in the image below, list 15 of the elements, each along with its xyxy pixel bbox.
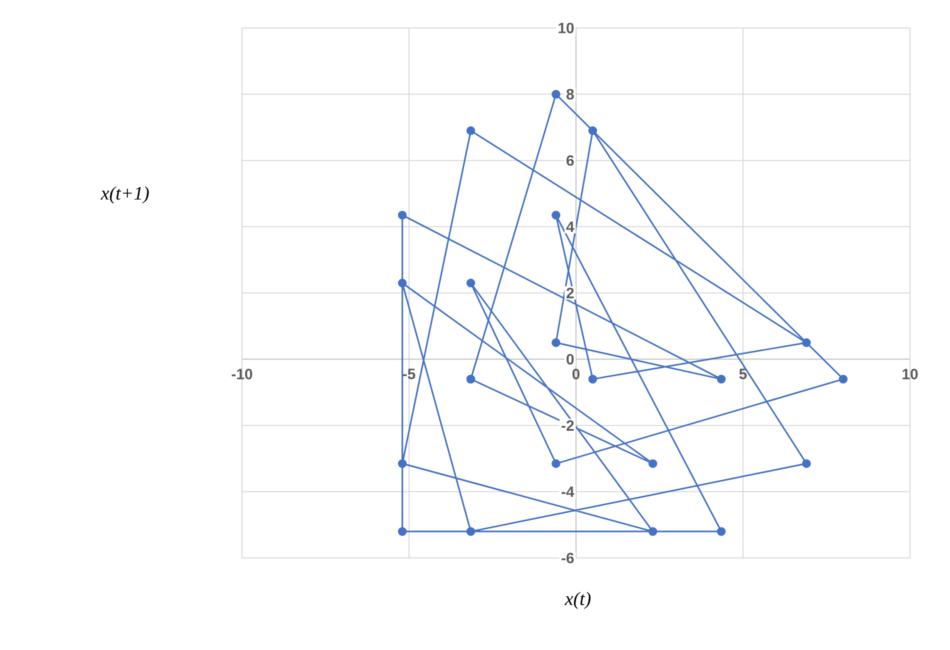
- y-tick-label: 2: [566, 288, 574, 298]
- y-tick-label: 0: [566, 354, 574, 365]
- x-axis-title: x(t): [564, 592, 591, 609]
- y-tick-label: 4: [566, 222, 574, 232]
- x-tick-label: 10: [902, 368, 918, 380]
- x-tick-label: -5: [402, 368, 416, 380]
- y-tick-label: 6: [566, 155, 574, 166]
- y-tick-label: 10: [558, 22, 574, 34]
- x-tick-label: 5: [739, 368, 747, 380]
- y-tick-label: -6: [562, 552, 574, 564]
- y-axis-title: x(t+1): [100, 186, 149, 204]
- y-tick-label: 8: [566, 88, 574, 100]
- y-tick-label: -4: [562, 486, 574, 497]
- x-tick-label: -10: [232, 368, 252, 380]
- y-tick-label: -2: [562, 420, 574, 431]
